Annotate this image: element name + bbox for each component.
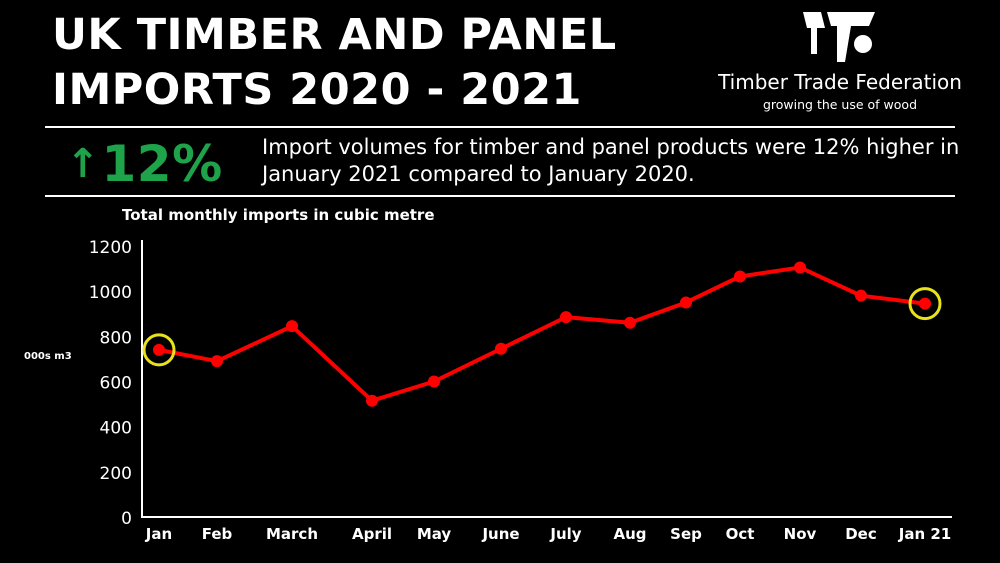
highlight-ring — [142, 333, 176, 367]
logo-name: Timber Trade Federation — [718, 70, 962, 94]
y-axis-label: 000s m3 — [24, 351, 72, 362]
ttf-logo: Timber Trade Federation growing the use … — [700, 10, 980, 112]
data-point — [153, 343, 165, 356]
x-tick-label: May — [417, 525, 452, 543]
x-tick-label: Jan 21 — [898, 525, 951, 543]
page-title: UK TIMBER AND PANEL IMPORTS 2020 - 2021 — [52, 8, 617, 118]
x-tick-label: Jan — [145, 525, 172, 543]
data-point — [366, 394, 378, 407]
data-point — [560, 311, 572, 324]
data-point — [495, 342, 507, 355]
highlight-stat: ↑ 12% — [66, 136, 223, 191]
bottom-divider — [45, 195, 955, 197]
y-tick-label: 200 — [100, 464, 132, 484]
data-point — [919, 297, 931, 310]
x-tick-label: June — [481, 525, 519, 543]
highlight-value: 12% — [101, 134, 223, 193]
chart-title: Total monthly imports in cubic metre — [122, 206, 435, 224]
highlight-ring — [908, 287, 942, 321]
x-tick-label: Aug — [613, 525, 646, 543]
title-line-2: IMPORTS 2020 - 2021 — [52, 65, 582, 115]
x-tick-label: Oct — [726, 525, 755, 543]
highlight-text: Import volumes for timber and panel prod… — [262, 135, 960, 186]
data-point — [734, 270, 746, 283]
x-tick-label: Sep — [670, 525, 702, 543]
x-tick-label: April — [352, 525, 392, 543]
data-point — [624, 316, 636, 329]
x-tick-label: July — [549, 525, 581, 543]
y-tick-label: 1000 — [89, 283, 132, 303]
y-tick-label: 0 — [121, 509, 132, 529]
data-point — [794, 261, 806, 274]
y-tick-label: 800 — [100, 328, 132, 348]
y-tick-label: 400 — [100, 419, 132, 439]
data-point — [428, 375, 440, 388]
top-divider — [45, 126, 955, 128]
logo-tagline: growing the use of wood — [762, 97, 918, 112]
x-tick-label: March — [266, 525, 318, 543]
y-tick-label: 1200 — [89, 238, 132, 258]
data-point — [855, 289, 867, 302]
x-tick-label: Feb — [202, 525, 233, 543]
data-point — [680, 296, 692, 309]
y-tick-label: 600 — [100, 374, 132, 394]
series-line — [157, 265, 927, 403]
data-point — [286, 320, 298, 333]
ttf-logo-icon — [803, 12, 875, 62]
x-tick-label: Nov — [784, 525, 817, 543]
title-line-1: UK TIMBER AND PANEL — [52, 10, 617, 60]
x-tick-label: Dec — [845, 525, 877, 543]
data-point — [211, 355, 223, 368]
up-arrow-icon: ↑ — [66, 140, 100, 187]
